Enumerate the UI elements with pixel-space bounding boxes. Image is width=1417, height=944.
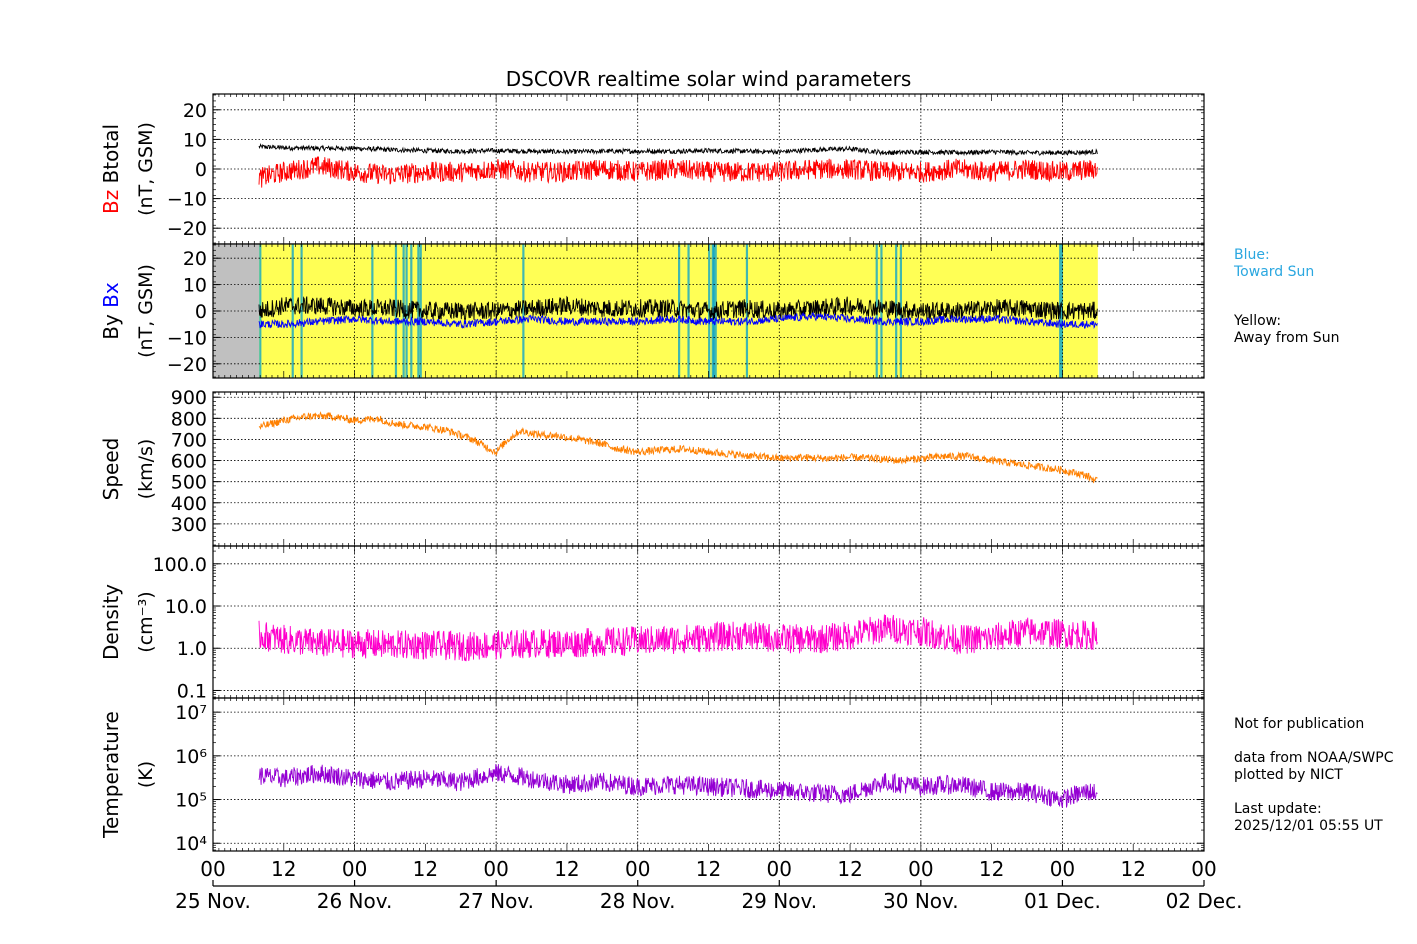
panel-frame [212,391,1205,547]
x-tick-label: 00 [1050,857,1075,881]
series-bx [258,311,1098,330]
y-tick-label: 10⁴ [175,833,207,855]
last-update-time: 2025/12/01 05:55 UT [1234,818,1383,834]
x-tick-label: 12 [1120,857,1145,881]
x-tick-label: 12 [979,857,1004,881]
y-tick-label: −20 [167,218,207,240]
y-axis-label-part: Temperature [99,711,123,839]
last-update-label: Last update: [1234,801,1322,817]
y-axis-label: Speed [99,438,123,501]
panel-proton-temperature: 10⁷ 10⁶ 10⁵ 10⁴ Temperature (K) [99,697,1205,855]
series-bz [258,156,1098,188]
y-tick-label: 800 [171,408,207,430]
y-tick-label: 10 [183,129,207,151]
y-tick-label: −10 [167,189,207,211]
day-label: 29 Nov. [741,889,817,913]
y-axis-label-part: Speed [99,438,123,501]
toward-sector-stripe [291,244,294,378]
x-tick-label: 12 [413,857,438,881]
x-tick-label: 12 [696,857,721,881]
y-tick-label: 100.0 [153,554,207,576]
y-tick-label: 0 [195,301,207,323]
series-btotal [258,142,1098,157]
x-tick-label: 00 [342,857,367,881]
x-axis: 00 12 00 12 00 12 00 12 00 12 00 12 00 12 00 25 Nov. 26 … [175,857,1242,913]
y-axis-label: By Bx [99,282,123,340]
y-tick-label: 20 [183,100,207,122]
x-tick-label: 12 [271,857,296,881]
panel-magnetic-field-components: 20 10 0 −10 −20 By Bx (nT, GSM) [99,243,1205,379]
x-tick-label: 12 [837,857,862,881]
y-axis-unit: (K) [135,761,157,788]
toward-sector-stripe [1060,244,1064,378]
x-tick-label: 00 [200,857,225,881]
y-tick-label: 10 [183,275,207,297]
day-label: 02 Dec. [1166,889,1243,913]
y-tick-label: 600 [171,451,207,473]
y-tick-label: 300 [171,514,207,536]
panel-frame [212,545,1205,699]
day-label: 28 Nov. [600,889,676,913]
y-tick-label: −10 [167,327,207,349]
y-tick-label: 0 [195,159,207,181]
y-axis-label: Density [99,584,123,660]
y-axis-unit: (km/s) [135,439,157,500]
day-label: 01 Dec. [1024,889,1101,913]
x-tick-label: 00 [483,857,508,881]
x-tick-label: 12 [554,857,579,881]
y-axis-label-part: Bz [99,190,123,214]
toward-sector-stripe [711,244,714,378]
day-label: 27 Nov. [458,889,534,913]
y-tick-label: −20 [167,354,207,376]
y-tick-label: 10.0 [165,596,207,618]
y-axis-label-part: Bx [99,282,123,314]
y-tick-label: 900 [171,387,207,409]
plot-notes: Not for publication data from NOAA/SWPC … [1234,716,1393,835]
imf-sector-legend: Blue: Toward Sun Yellow: Away from Sun [1234,247,1339,347]
y-tick-label: 10⁵ [175,790,207,812]
toward-sector-stripe [522,244,525,378]
legend-yellow-text: Away from Sun [1234,330,1340,346]
y-tick-label: 10⁶ [175,746,207,768]
day-label: 26 Nov. [317,889,393,913]
x-tick-label: 00 [1191,857,1216,881]
x-tick-label: 00 [625,857,650,881]
legend-yellow-label: Yellow: [1234,313,1282,329]
legend-blue-text: Toward Sun [1234,264,1315,280]
y-tick-label: 700 [171,429,207,451]
y-axis-unit: (cm⁻³) [135,591,157,652]
y-axis-unit: (nT, GSM) [135,122,157,216]
day-label: 25 Nov. [175,889,251,913]
toward-sector-stripe [745,244,749,378]
y-axis-unit: (nT, GSM) [135,264,157,358]
series-temperature [258,764,1098,808]
x-tick-label: 00 [908,857,933,881]
y-tick-label: 20 [183,248,207,270]
panel-proton-density: 100.0 10.0 1.0 0.1 Density (cm⁻³) [99,545,1205,702]
publication-note: Not for publication [1234,716,1365,732]
y-tick-label: 500 [171,472,207,494]
legend-blue-label: Blue: [1234,247,1270,263]
x-tick-label: 00 [767,857,792,881]
y-tick-label: 400 [171,493,207,515]
panel-magnetic-field-total: 20 10 0 −10 −20 Bz Btotal (nT, GSM) [99,93,1205,245]
y-axis-label: Temperature [99,711,123,839]
plotted-by-note: plotted by NICT [1234,767,1343,783]
y-tick-label: 10⁷ [175,702,207,724]
day-label: 30 Nov. [883,889,959,913]
data-source-note: data from NOAA/SWPC [1234,750,1394,766]
y-axis-label-part: Btotal [99,124,123,190]
y-axis-label: Bz Btotal [99,124,123,214]
y-axis-label-part: Density [99,584,123,660]
y-tick-label: 0.1 [177,680,207,702]
chart-title: DSCOVR realtime solar wind parameters [506,67,912,91]
series-speed [258,411,1098,484]
toward-sector-stripe [417,244,420,378]
series-density [258,614,1098,662]
y-axis-label-part: By [99,314,123,340]
y-tick-label: 1.0 [177,638,207,660]
series-by [258,295,1098,322]
